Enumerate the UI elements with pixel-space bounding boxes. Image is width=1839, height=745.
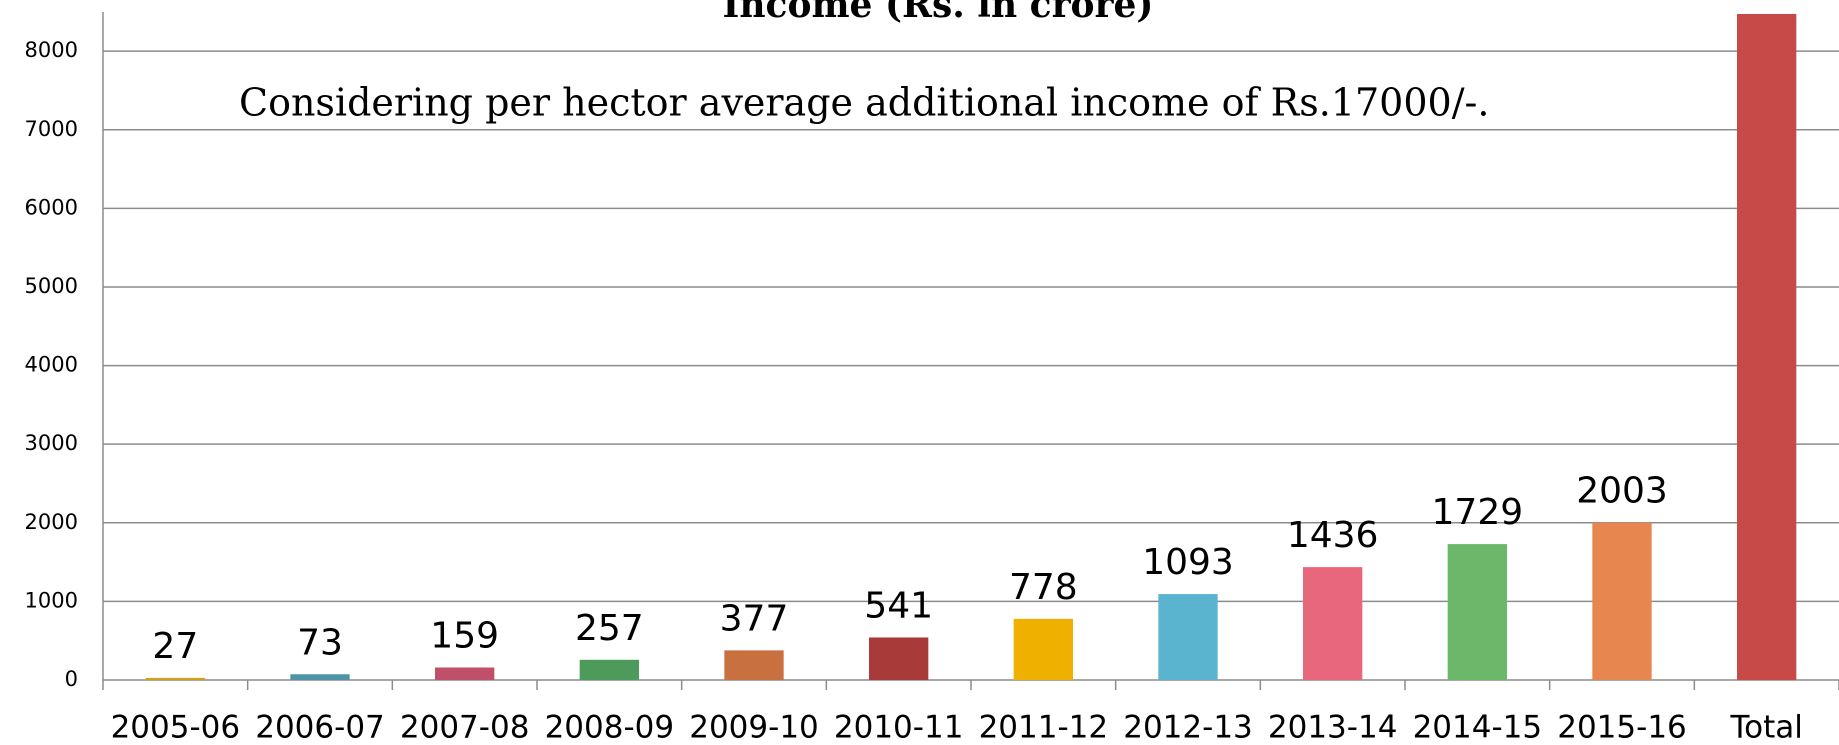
x-tick-label: 2006-07	[255, 710, 385, 745]
bar	[1737, 13, 1797, 681]
bar	[1158, 594, 1218, 680]
y-tick-label: 4000	[25, 353, 78, 377]
x-tick-label: Total	[1729, 710, 1802, 745]
value-label: 1093	[1142, 542, 1234, 583]
y-tick-label: 0	[65, 667, 78, 691]
x-tick-label: 2010-11	[834, 710, 964, 745]
chart-title: Income (Rs. in crore)	[723, 0, 1154, 26]
bar	[1303, 567, 1363, 680]
y-tick-label: 2000	[25, 510, 78, 534]
value-label: 257	[575, 608, 644, 649]
x-tick-label: 2008-09	[545, 710, 675, 745]
x-tick-label: 2011-12	[979, 710, 1109, 745]
y-tick-label: 8000	[25, 38, 78, 62]
y-tick-label: 5000	[25, 274, 78, 298]
bar	[435, 667, 495, 680]
value-label: 73	[297, 622, 343, 663]
x-tick-label: 2007-08	[400, 710, 530, 745]
bar	[1013, 618, 1073, 680]
value-label: 778	[1009, 567, 1078, 608]
bar	[579, 659, 639, 680]
y-tick-label: 1000	[25, 588, 78, 612]
x-tick-label: 2014-15	[1413, 710, 1543, 745]
x-tick-label: 2012-13	[1123, 710, 1253, 745]
x-tick-label: 2005-06	[111, 710, 241, 745]
bar	[724, 650, 784, 680]
value-label: 541	[864, 585, 933, 626]
value-label: 377	[720, 598, 789, 639]
value-label: 2003	[1576, 471, 1668, 512]
value-label: 159	[430, 616, 499, 657]
x-tick-label: 2009-10	[689, 710, 819, 745]
bar	[1592, 522, 1652, 680]
value-label: 8473	[1721, 0, 1813, 3]
bar	[869, 637, 929, 680]
bar	[1447, 544, 1507, 680]
y-tick-label: 7000	[25, 117, 78, 141]
bar	[145, 677, 205, 680]
annotation: Considering per hector average additiona…	[239, 81, 1489, 125]
bar	[290, 674, 350, 680]
x-tick-label: 2013-14	[1268, 710, 1398, 745]
y-tick-label: 3000	[25, 431, 78, 455]
x-tick-label: 2015-16	[1557, 710, 1687, 745]
value-label: 1436	[1287, 515, 1379, 556]
value-label: 27	[152, 626, 198, 667]
value-label: 1729	[1432, 492, 1524, 533]
y-tick-label: 6000	[25, 195, 78, 219]
